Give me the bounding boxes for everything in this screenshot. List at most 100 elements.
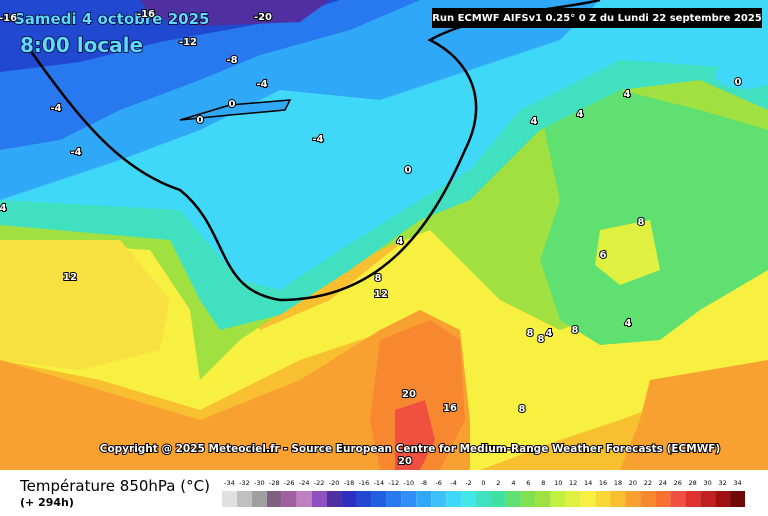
legend-color (416, 491, 432, 507)
legend-color (446, 491, 462, 507)
legend-color (685, 491, 701, 507)
contour-label: -4 (312, 134, 323, 145)
legend-color (311, 491, 327, 507)
legend-tick-label: -18 (344, 479, 355, 487)
legend-tick-label: 2 (496, 479, 500, 487)
contour-label: 8 (519, 404, 526, 415)
forecast-time: 8:00 locale (20, 33, 143, 57)
legend-tick-label: -4 (450, 479, 456, 487)
legend-color (251, 491, 267, 507)
contour-label: 8 (538, 334, 545, 345)
contour-label: 0 (197, 115, 204, 126)
legend-tick-label: 32 (718, 479, 726, 487)
legend-tick-label: -12 (389, 479, 400, 487)
legend-color (655, 491, 671, 507)
contour-label: 12 (374, 289, 388, 300)
contour-label: 4 (625, 318, 632, 329)
legend-color (266, 491, 282, 507)
legend-color (401, 491, 417, 507)
legend-color (565, 491, 581, 507)
contour-label: -16 (137, 9, 155, 20)
legend-color (730, 491, 745, 507)
legend-tick-label: 22 (644, 479, 652, 487)
legend-tick-label: 28 (689, 479, 697, 487)
legend-tick-label: 30 (704, 479, 712, 487)
legend-color (595, 491, 611, 507)
contour-label: 8 (572, 325, 579, 336)
contour-label: -12 (179, 37, 197, 48)
contour-label: 4 (0, 203, 7, 214)
contour-label: 0 (735, 77, 742, 88)
legend-color (580, 491, 596, 507)
legend-color (715, 491, 731, 507)
legend-tick-label: -22 (314, 479, 325, 487)
contour-label: 8 (375, 273, 382, 284)
copyright: Copyright @ 2025 Meteociel.fr - Source E… (100, 443, 721, 455)
contour-label: 4 (531, 116, 538, 127)
legend-tick-label: -30 (254, 479, 265, 487)
legend-color (386, 491, 402, 507)
contour-label: -4 (70, 147, 81, 158)
legend-color (281, 491, 297, 507)
legend-color (550, 491, 566, 507)
legend-color (640, 491, 656, 507)
legend-tick-label: 4 (511, 479, 515, 487)
contour-label: 4 (624, 89, 631, 100)
legend-color (326, 491, 342, 507)
contour-label: 16 (443, 403, 457, 414)
legend-tick-label: 12 (569, 479, 577, 487)
legend-tick-label: -28 (269, 479, 280, 487)
legend-color (431, 491, 447, 507)
legend-color (371, 491, 387, 507)
legend-color (356, 491, 372, 507)
legend-color (700, 491, 716, 507)
lead-time: (+ 294h) (20, 496, 74, 509)
legend-tick-label: -2 (465, 479, 471, 487)
legend-color (461, 491, 477, 507)
legend-tick-label: 0 (481, 479, 485, 487)
legend-color (296, 491, 312, 507)
contour-label: 4 (546, 328, 553, 339)
legend-tick-label: 26 (674, 479, 682, 487)
legend-color (341, 491, 357, 507)
legend-color (236, 491, 252, 507)
legend-tick-label: -14 (374, 479, 385, 487)
contour-label: 0 (405, 165, 412, 176)
legend-tick-label: 16 (599, 479, 607, 487)
legend-color (505, 491, 521, 507)
legend-tick-label: -8 (420, 479, 426, 487)
legend-color (476, 491, 491, 507)
legend-color (222, 491, 237, 507)
contour-label: -4 (256, 79, 267, 90)
legend-color (490, 491, 506, 507)
legend-tick-label: 18 (614, 479, 622, 487)
legend-tick-label: -6 (435, 479, 441, 487)
legend-tick-label: 34 (733, 479, 741, 487)
contour-label: 0 (229, 99, 236, 110)
legend-title: Température 850hPa (°C) (19, 477, 210, 495)
contour-label: 8 (527, 328, 534, 339)
contour-label: -20 (254, 12, 272, 23)
legend-color (610, 491, 626, 507)
contour-label: 4 (577, 109, 584, 120)
contour-label: -16 (0, 13, 17, 24)
contour-label: 12 (63, 272, 77, 283)
contour-label: 8 (638, 217, 645, 228)
contour-label: 20 (398, 456, 412, 467)
temperature-field (0, 0, 768, 470)
contour-label: -4 (50, 103, 61, 114)
legend-tick-label: -34 (224, 479, 235, 487)
legend-tick-label: 20 (629, 479, 637, 487)
run-banner (432, 8, 762, 28)
contour-label: 4 (397, 236, 404, 247)
legend-tick-label: 24 (659, 479, 667, 487)
legend-tick-label: 8 (541, 479, 545, 487)
legend-tick-label: 10 (554, 479, 562, 487)
contour-label: 6 (600, 250, 607, 261)
forecast-date: Samedi 4 octobre 2025 (14, 10, 209, 28)
legend-color (625, 491, 641, 507)
legend-color (520, 491, 536, 507)
legend-tick-label: -32 (239, 479, 250, 487)
legend-tick-label: -26 (284, 479, 295, 487)
